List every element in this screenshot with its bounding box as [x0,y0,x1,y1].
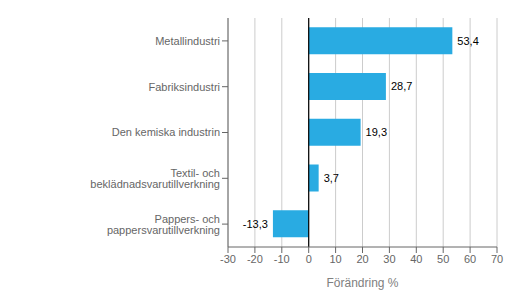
svg-text:50: 50 [437,253,449,265]
svg-text:Den kemiska industrin: Den kemiska industrin [112,126,220,138]
svg-text:70: 70 [491,253,503,265]
svg-text:30: 30 [383,253,395,265]
svg-text:Fabriksindustri: Fabriksindustri [148,81,220,93]
svg-text:3,7: 3,7 [324,172,339,184]
svg-text:28,7: 28,7 [391,80,412,92]
svg-text:Textil- ochbeklädnadsvarutillv: Textil- ochbeklädnadsvarutillverkning [90,167,220,190]
svg-text:53,4: 53,4 [457,35,478,47]
svg-text:Förändring %: Förändring % [326,276,398,290]
svg-text:19,3: 19,3 [366,126,387,138]
svg-text:Metallindustri: Metallindustri [155,35,220,47]
svg-text:-10: -10 [274,253,290,265]
svg-text:40: 40 [410,253,422,265]
svg-text:20: 20 [356,253,368,265]
svg-text:-13,3: -13,3 [243,218,268,230]
svg-text:0: 0 [306,253,312,265]
svg-text:Pappers- ochpappersvarutillver: Pappers- ochpappersvarutillverkning [107,213,220,236]
svg-text:60: 60 [464,253,476,265]
svg-text:10: 10 [329,253,341,265]
svg-text:-30: -30 [220,253,236,265]
svg-text:-20: -20 [247,253,263,265]
